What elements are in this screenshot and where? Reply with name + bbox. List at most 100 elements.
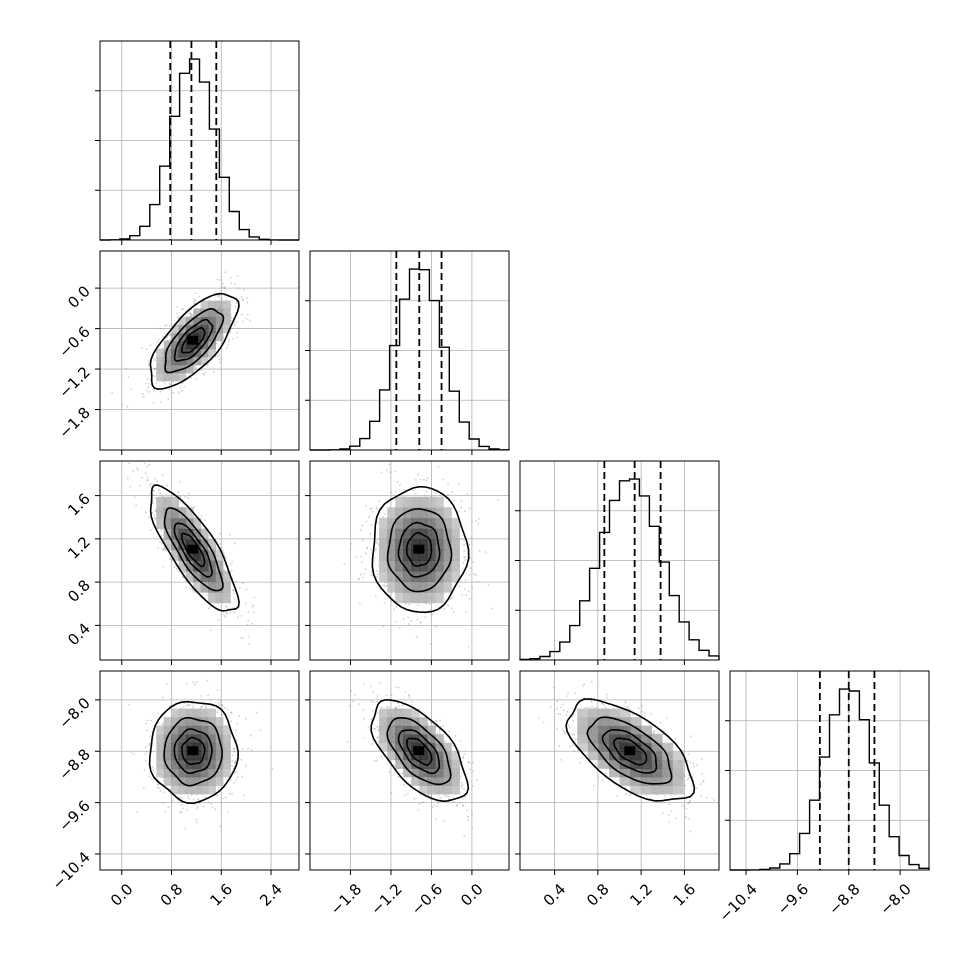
scatter-point (471, 813, 473, 816)
scatter-point (241, 298, 244, 301)
scatter-point (153, 367, 156, 370)
scatter-point (164, 383, 166, 385)
scatter-point (156, 341, 159, 343)
scatter-point (395, 686, 398, 688)
scatter-point (163, 791, 165, 793)
scatter-point (236, 331, 238, 334)
scatter-point (465, 594, 468, 596)
density-block (171, 324, 179, 334)
scatter-point (147, 386, 150, 389)
scatter-point (202, 372, 205, 375)
scatter-point (471, 761, 474, 764)
density-block (200, 324, 209, 334)
density-peak (413, 544, 425, 554)
scatter-point (159, 492, 161, 494)
density-block (379, 717, 388, 727)
scatter-point (183, 706, 185, 709)
scatter-point (111, 392, 113, 394)
contour-level-0 (149, 292, 240, 390)
scatter-point (153, 367, 156, 370)
scatter-point (382, 625, 385, 628)
density-block (200, 300, 209, 310)
scatter-point (430, 721, 433, 724)
scatter-point (471, 520, 473, 523)
density-block (379, 725, 388, 735)
scatter-point (367, 726, 370, 729)
scatter-point (419, 621, 422, 624)
scatter-point (169, 556, 172, 558)
scatter-point (143, 462, 146, 465)
density-block (435, 496, 444, 508)
scatter-point (466, 809, 468, 811)
scatter-point (247, 747, 250, 750)
density-block (193, 708, 202, 718)
scatter-point (162, 335, 165, 338)
scatter-point (153, 517, 156, 519)
scatter-point (242, 299, 244, 302)
scatter-point (460, 787, 463, 789)
scatter-point (497, 499, 499, 502)
density-block (222, 316, 231, 326)
scatter-point (460, 506, 462, 509)
scatter-point (217, 788, 220, 791)
scatter-point (218, 354, 221, 356)
scatter-point (172, 391, 175, 394)
scatter-point (444, 740, 447, 743)
density-block (411, 496, 420, 508)
scatter-point (210, 802, 213, 805)
scatter-point (193, 505, 195, 508)
density-block (222, 324, 231, 334)
scatter-point (236, 336, 239, 339)
scatter-point (186, 809, 189, 812)
scatter-point (153, 490, 156, 493)
scatter-point (133, 753, 135, 755)
scatter-point (471, 586, 474, 589)
density-block (156, 507, 165, 519)
joint-panel-2-0: 0.40.81.21.6 (64, 460, 300, 665)
density-peak (187, 746, 199, 756)
scatter-point (223, 554, 226, 557)
scatter-point (143, 769, 146, 771)
scatter-point (127, 376, 130, 379)
scatter-point (255, 711, 258, 714)
scatter-point (233, 781, 236, 784)
scatter-point (194, 299, 197, 302)
scatter-point (422, 479, 425, 481)
scatter-point (150, 483, 152, 485)
scatter-point (235, 770, 238, 773)
scatter-point (148, 484, 151, 487)
scatter-point (185, 586, 188, 588)
scatter-point (462, 539, 465, 541)
scatter-point (434, 492, 437, 495)
scatter-point (205, 594, 208, 596)
scatter-point (352, 700, 355, 703)
scatter-point (224, 796, 227, 799)
scatter-point (148, 463, 151, 466)
density-block (403, 570, 412, 582)
scatter-point (447, 604, 450, 607)
scatter-point (237, 616, 239, 619)
scatter-point (225, 557, 228, 559)
scatter-point (353, 693, 356, 696)
density-block (185, 348, 194, 358)
scatter-point (235, 302, 238, 304)
scatter-point (154, 497, 157, 500)
density-block (156, 742, 165, 752)
scatter-point (417, 809, 420, 811)
scatter-point (148, 360, 151, 362)
scatter-point (159, 401, 162, 404)
scatter-point (130, 388, 133, 390)
scatter-point (402, 618, 405, 621)
scatter-point (468, 761, 471, 764)
scatter-point (180, 811, 183, 814)
scatter-point (376, 521, 379, 524)
scatter-point (148, 744, 151, 747)
scatter-point (473, 572, 476, 575)
scatter-point (224, 271, 227, 274)
scatter-point (235, 729, 238, 731)
scatter-point (414, 492, 417, 495)
scatter-point (430, 643, 432, 646)
scatter-point (401, 772, 404, 775)
scatter-point (184, 496, 187, 498)
scatter-point (371, 743, 373, 745)
